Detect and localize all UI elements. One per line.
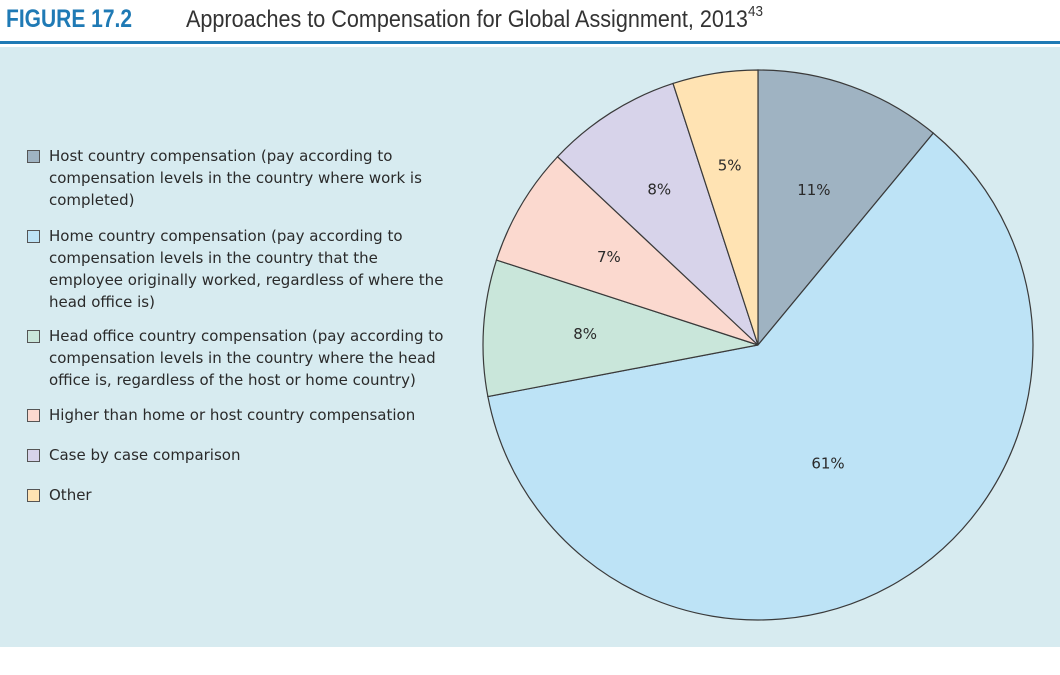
- figure-label: FIGURE 17.2: [6, 5, 133, 33]
- legend-swatch: [27, 150, 40, 163]
- legend-swatch: [27, 330, 40, 343]
- legend-swatch: [27, 230, 40, 243]
- legend-label: Head office country compensation (pay ac…: [49, 327, 444, 389]
- slice-label-home-country: 61%: [811, 454, 844, 472]
- slice-label-host-country: 11%: [797, 181, 830, 199]
- pie-slice-host-country: [757, 69, 935, 347]
- legend-item-host-country: Host country compensation (pay according…: [27, 145, 447, 211]
- legend-item-higher: Higher than home or host country compens…: [27, 404, 447, 426]
- legend-label: Host country compensation (pay according…: [49, 147, 422, 209]
- chart-legend: Host country compensation (pay according…: [27, 145, 447, 506]
- figure-title: Approaches to Compensation for Global As…: [186, 6, 748, 33]
- legend-label: Other: [49, 486, 92, 504]
- figure-title-wrap: Approaches to Compensation for Global As…: [186, 3, 763, 34]
- legend-label: Higher than home or host country compens…: [49, 406, 416, 424]
- pie-slice-higher: [495, 155, 759, 346]
- legend-item-home-country: Home country compensation (pay according…: [27, 225, 447, 313]
- legend-item-head-office: Head office country compensation (pay ac…: [27, 325, 447, 391]
- legend-swatch: [27, 489, 40, 502]
- pie-slice-home-country: [487, 132, 1034, 621]
- pie-slice-other: [672, 69, 759, 346]
- figure-header: FIGURE 17.2 Approaches to Compensation f…: [0, 0, 1060, 44]
- legend-label: Home country compensation (pay according…: [49, 227, 444, 311]
- legend-swatch: [27, 449, 40, 462]
- slice-label-head-office: 8%: [573, 325, 597, 343]
- slice-label-other: 5%: [718, 157, 742, 175]
- footnote-reference: 43: [747, 3, 763, 20]
- pie-chart: 11% 61% 8% 7% 8% 5%: [482, 69, 1034, 621]
- chart-panel: Host country compensation (pay according…: [0, 47, 1060, 647]
- slice-label-case-by-case: 8%: [647, 180, 671, 198]
- legend-item-other: Other: [27, 484, 447, 506]
- pie-slice-case-by-case: [556, 82, 759, 346]
- slice-label-higher: 7%: [597, 248, 621, 266]
- legend-item-case-by-case: Case by case comparison: [27, 444, 447, 466]
- legend-swatch: [27, 409, 40, 422]
- legend-label: Case by case comparison: [49, 446, 241, 464]
- pie-slice-head-office: [482, 259, 759, 398]
